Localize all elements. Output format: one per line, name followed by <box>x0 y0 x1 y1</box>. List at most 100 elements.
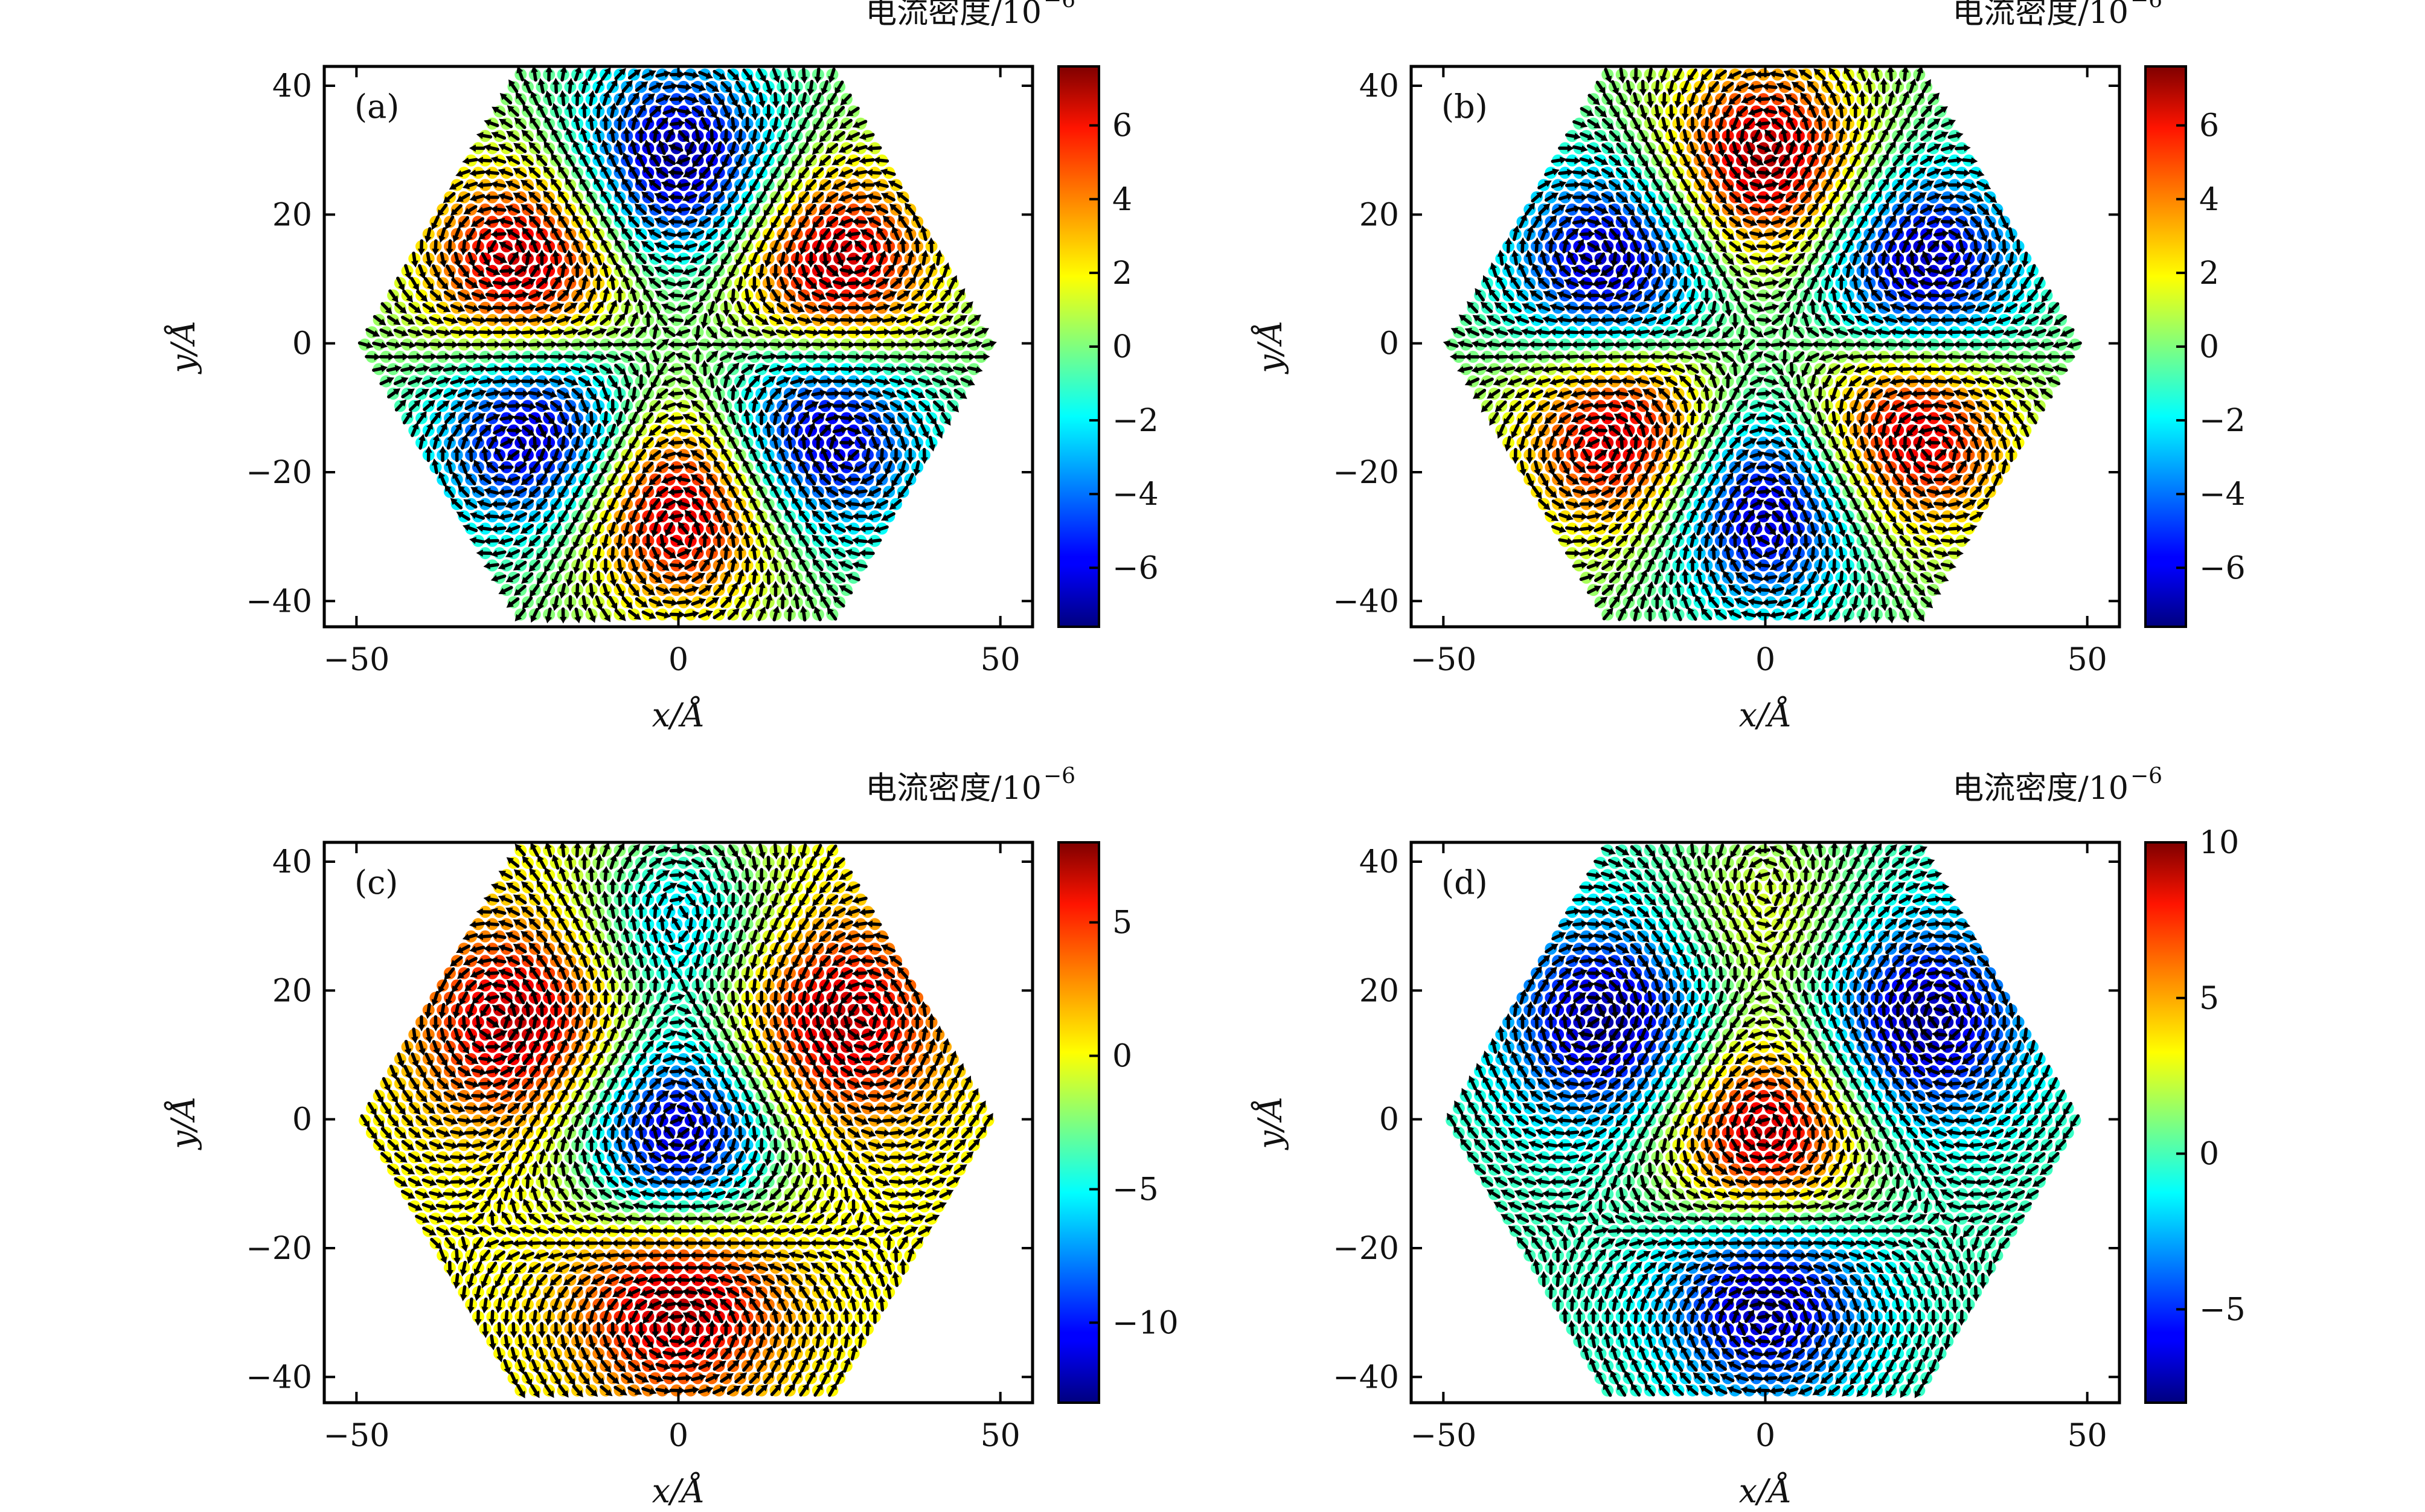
arrow-head <box>731 99 738 107</box>
arrow-head <box>391 295 399 303</box>
arrow-head <box>636 504 643 512</box>
arrow-head <box>615 492 622 500</box>
arrow-head <box>423 341 431 349</box>
arrow-head <box>444 484 452 492</box>
arrow-head <box>907 249 915 257</box>
arrow-head <box>469 169 476 177</box>
arrow-head <box>550 202 558 210</box>
arrow-head <box>595 603 603 611</box>
arrow-head <box>1872 617 1880 624</box>
arrow-head <box>819 234 827 242</box>
arrow-head <box>520 502 528 510</box>
arrow-head <box>589 393 597 402</box>
arrow-head <box>818 184 826 191</box>
arrow-head <box>713 196 720 204</box>
arrow-head <box>679 71 686 78</box>
arrow-head <box>798 533 806 542</box>
arrow-head <box>539 431 546 439</box>
arrow-head <box>728 246 735 254</box>
arrow-head <box>516 66 524 74</box>
arrow-head <box>434 411 441 419</box>
arrow-head <box>461 434 469 442</box>
arrow-head <box>618 613 626 621</box>
arrow-head <box>1674 606 1681 614</box>
arrow-head <box>542 403 551 411</box>
arrow-head <box>556 303 565 310</box>
arrow-head <box>1646 605 1654 612</box>
arrow-head <box>685 83 693 91</box>
arrow-head <box>831 499 839 507</box>
arrow-head <box>414 306 422 313</box>
arrow-head <box>557 378 565 386</box>
arrow-head <box>601 262 609 270</box>
arrow-head <box>983 353 990 360</box>
arrow-head <box>818 498 826 506</box>
arrow-head <box>579 341 587 348</box>
arrow-head <box>543 516 551 524</box>
arrow-head <box>601 139 609 147</box>
arrow-head <box>425 260 433 268</box>
arrow-head <box>888 181 896 187</box>
arrow-head <box>431 353 438 360</box>
arrow-head <box>1653 593 1661 600</box>
arrow-head <box>728 197 735 205</box>
arrow-head <box>846 109 854 117</box>
arrow-head <box>471 402 479 408</box>
arrow-head <box>868 279 877 286</box>
arrow-head <box>1614 547 1622 555</box>
arrow-head <box>580 504 587 513</box>
arrow-head <box>729 508 736 516</box>
arrow-head <box>895 277 903 284</box>
arrow-head <box>682 389 691 396</box>
arrow-head <box>1587 573 1595 581</box>
arrow-head <box>513 539 521 546</box>
arrow-head <box>778 234 785 242</box>
arrow-head <box>443 196 450 203</box>
arrow-head <box>551 153 558 161</box>
arrow-head <box>674 231 682 239</box>
arrow-head <box>712 220 720 228</box>
arrow-head <box>1761 598 1769 606</box>
arrow-head <box>476 499 484 507</box>
arrow-head <box>827 304 834 312</box>
arrow-head <box>767 307 775 315</box>
arrow-head <box>771 125 779 133</box>
arrow-head <box>667 464 674 472</box>
arrow-head <box>636 275 643 283</box>
arrow-head <box>546 262 554 270</box>
arrow-head <box>629 263 636 271</box>
arrow-head <box>524 249 532 257</box>
arrow-head <box>483 512 490 520</box>
arrow-head <box>446 248 453 255</box>
arrow-head <box>465 472 473 480</box>
arrow-head <box>922 431 929 439</box>
arrow-head <box>759 75 766 83</box>
arrow-head <box>551 127 559 136</box>
arrow-head <box>536 316 544 324</box>
arrow-head <box>833 448 841 456</box>
arrow-head <box>859 443 866 450</box>
arrow-head <box>764 520 771 528</box>
arrow-head <box>468 260 476 267</box>
arrow-head <box>763 185 770 193</box>
arrow-head <box>626 601 633 609</box>
arrow-head <box>738 373 745 382</box>
arrow-head <box>490 156 498 164</box>
arrow-head <box>498 144 506 151</box>
arrow-head <box>811 510 819 517</box>
arrow-head <box>543 303 551 311</box>
arrow-head <box>838 463 845 470</box>
arrow-head <box>437 365 445 373</box>
arrow-head <box>549 391 558 398</box>
arrow-head <box>527 429 535 437</box>
arrow-head <box>661 476 668 484</box>
arrow-head <box>773 75 780 83</box>
arrow-head <box>572 139 580 148</box>
arrow-head <box>501 304 509 312</box>
arrow-head <box>594 202 601 210</box>
arrow-head <box>431 222 438 230</box>
arrow-head <box>713 245 720 253</box>
arrow-head <box>746 319 754 326</box>
arrow-head <box>1801 566 1808 574</box>
arrow-head <box>946 315 954 322</box>
